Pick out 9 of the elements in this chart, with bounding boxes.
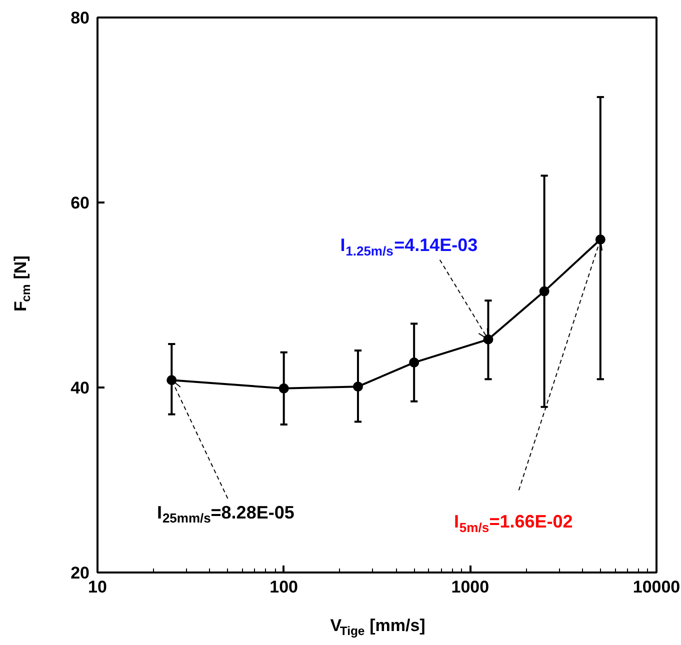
y-tick-label: 40 [70,378,90,398]
y-tick-label: 60 [70,194,90,212]
y-tick-label: 20 [70,564,90,582]
y-tick-label: 80 [70,8,90,28]
y-axis-title: Fcm [N] [11,256,34,312]
x-tick-label: 1000 [451,578,490,596]
x-tick-label: 100 [270,578,298,596]
x-tick-label: 10000 [632,578,680,596]
x-tick-label: 10 [88,578,107,596]
